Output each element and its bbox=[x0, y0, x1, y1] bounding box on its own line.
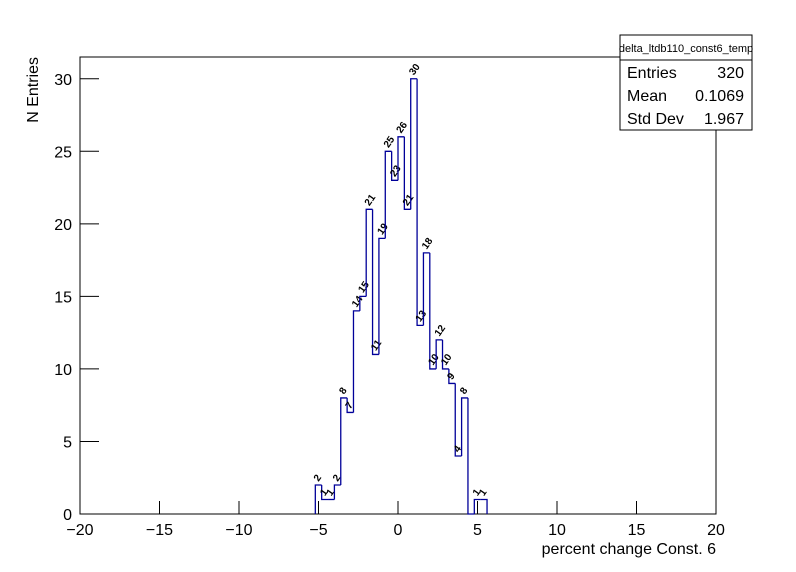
x-tick-label: −10 bbox=[225, 522, 252, 539]
bin-label: 15 bbox=[356, 279, 372, 295]
bin bbox=[359, 295, 367, 311]
bin-label: 25 bbox=[382, 134, 398, 150]
y-tick-label: 25 bbox=[54, 144, 72, 161]
bin bbox=[422, 252, 430, 326]
y-tick-label: 5 bbox=[63, 434, 72, 451]
y-tick-label: 30 bbox=[54, 72, 72, 89]
bin-label: 7 bbox=[344, 400, 356, 411]
stats-value: 1.967 bbox=[704, 111, 744, 128]
bin-label: 23 bbox=[388, 163, 404, 179]
stats-box: delta_ltdb110_const6_temp bbox=[619, 34, 753, 131]
bin bbox=[410, 78, 418, 210]
x-tick-label: 15 bbox=[628, 522, 646, 539]
y-tick-label: 20 bbox=[54, 217, 72, 234]
stats-label: Mean bbox=[627, 88, 667, 105]
bin bbox=[435, 339, 443, 369]
bin-label: 18 bbox=[420, 236, 436, 252]
bin-label: 9 bbox=[446, 371, 458, 382]
bin bbox=[365, 208, 373, 297]
bin-label: 21 bbox=[401, 192, 417, 208]
x-tick-label: 0 bbox=[394, 522, 403, 539]
bin bbox=[333, 484, 341, 500]
bin-label: 2 bbox=[312, 472, 324, 483]
bin bbox=[371, 209, 379, 356]
x-axis-title: percent change Const. 6 bbox=[542, 541, 716, 558]
y-axis-title: N Entries bbox=[25, 57, 42, 123]
bin-label: 8 bbox=[458, 385, 470, 396]
bin bbox=[340, 397, 348, 485]
stats-label: Entries bbox=[627, 65, 677, 82]
bin bbox=[454, 383, 462, 457]
bin bbox=[378, 237, 386, 355]
bin-label: 1 bbox=[325, 487, 337, 498]
bin bbox=[467, 397, 475, 515]
bin-label: 1 bbox=[318, 487, 330, 498]
bin-label: 12 bbox=[433, 323, 449, 339]
bin bbox=[473, 498, 481, 514]
bin-label: 8 bbox=[337, 385, 349, 396]
x-tick-label: 5 bbox=[473, 522, 482, 539]
bin bbox=[397, 136, 405, 181]
y-tick-label: 0 bbox=[63, 507, 72, 524]
bin bbox=[321, 484, 329, 501]
stats-value: 0.1069 bbox=[695, 88, 744, 105]
bin bbox=[460, 397, 468, 456]
stats-title: delta_ltdb110_const6_temp bbox=[619, 43, 753, 55]
bin-label: 26 bbox=[395, 120, 411, 136]
bin bbox=[416, 78, 424, 327]
bin bbox=[448, 368, 456, 385]
x-tick-label: 20 bbox=[707, 522, 725, 539]
bin-label: 19 bbox=[376, 221, 392, 237]
stats-value: 320 bbox=[717, 65, 744, 82]
stats-frame bbox=[619, 34, 753, 131]
bin-label: 13 bbox=[414, 308, 430, 324]
bin bbox=[441, 339, 449, 370]
bin bbox=[384, 150, 392, 239]
x-tick-label: −15 bbox=[146, 522, 173, 539]
x-tick-label: 10 bbox=[548, 522, 566, 539]
bin bbox=[346, 397, 354, 414]
bin-label: 10 bbox=[439, 352, 455, 368]
bin-label: 2 bbox=[331, 472, 343, 483]
bin bbox=[390, 151, 398, 181]
bin-label: 11 bbox=[369, 338, 384, 353]
bin bbox=[480, 498, 488, 514]
bin-label: 21 bbox=[363, 192, 379, 208]
y-tick-label: 15 bbox=[54, 289, 72, 306]
bin bbox=[352, 310, 360, 413]
bin bbox=[429, 252, 437, 370]
bin-label: 1 bbox=[471, 487, 483, 498]
bin-label: 4 bbox=[452, 443, 464, 454]
x-tick-label: −5 bbox=[309, 522, 327, 539]
y-tick-label: 10 bbox=[54, 362, 72, 379]
bin bbox=[403, 136, 411, 210]
bin-label: 30 bbox=[407, 62, 423, 78]
stats-label: Std Dev bbox=[627, 111, 684, 128]
x-tick-label: −20 bbox=[66, 522, 93, 539]
bin bbox=[314, 484, 322, 514]
bin-label: 1 bbox=[477, 487, 489, 498]
